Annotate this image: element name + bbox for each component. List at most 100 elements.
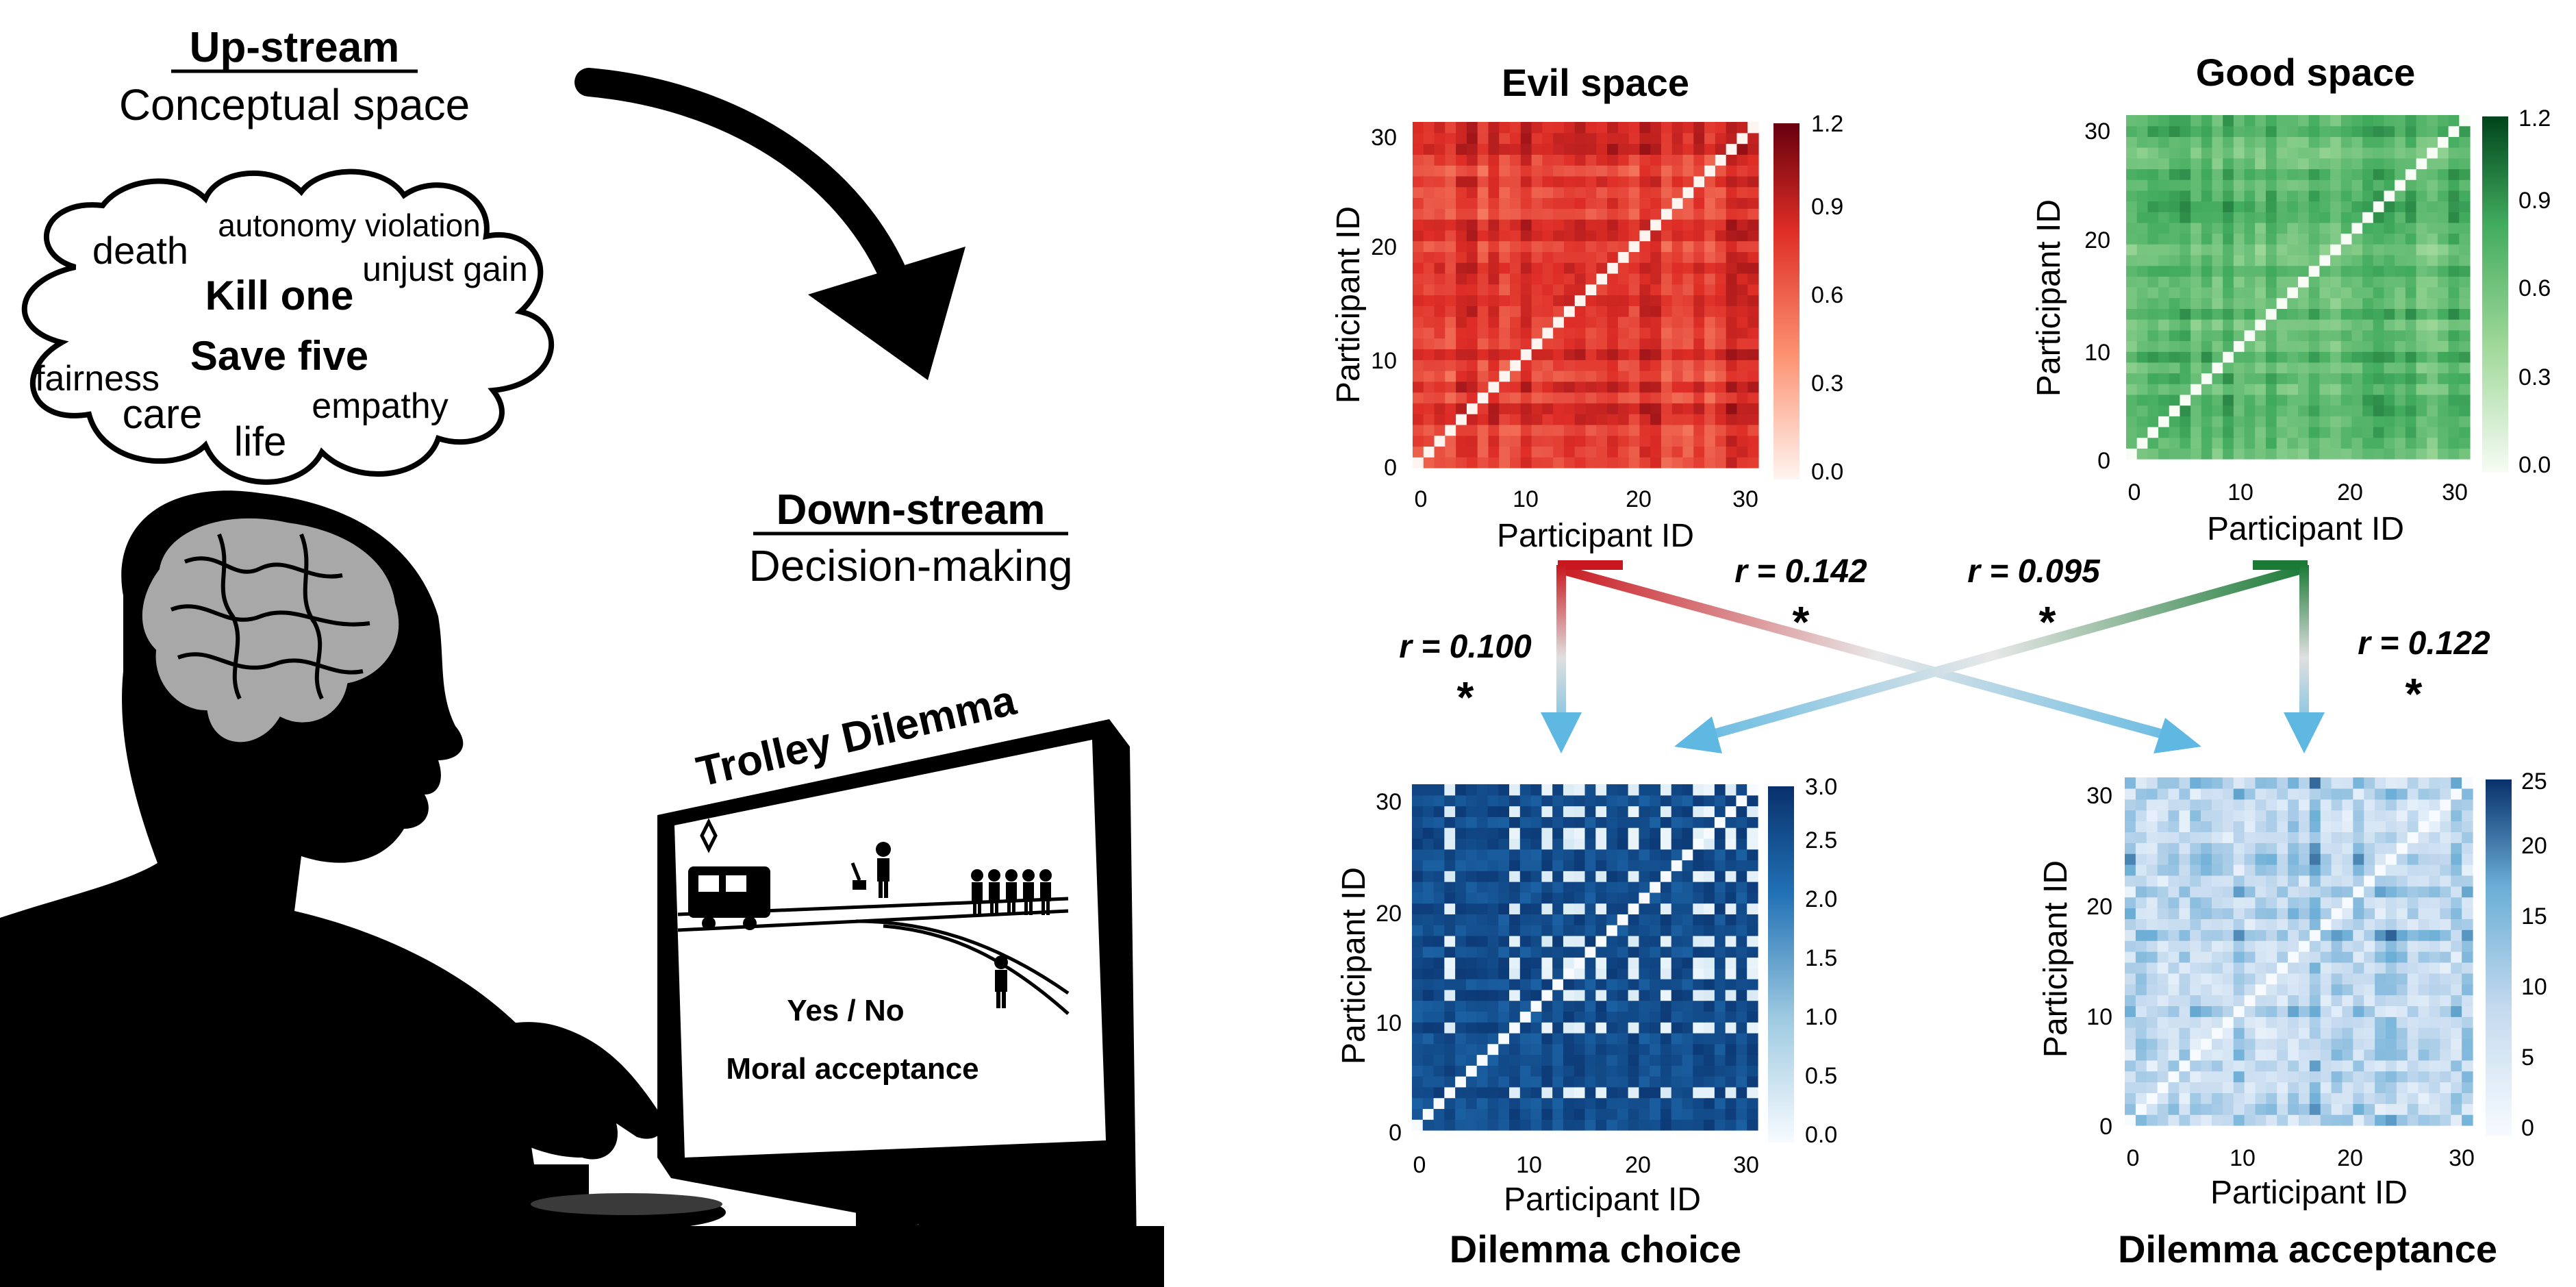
heatmap-cell (2405, 297, 2417, 309)
heatmap-cell (2440, 962, 2451, 974)
heatmap-cell (2125, 1038, 2136, 1050)
heatmap-cell (1736, 1119, 1747, 1131)
heatmap-cell (1531, 349, 1543, 360)
heatmap-cell (2429, 919, 2440, 930)
heatmap-cell (1747, 1032, 1758, 1045)
heatmap-cell (1433, 1022, 1445, 1034)
heatmap-cell (2416, 115, 2427, 127)
heatmap-cell (2277, 788, 2288, 800)
heatmap-cell (1671, 392, 1684, 403)
heatmap-cell (2373, 405, 2385, 416)
heatmap-cell (1747, 273, 1759, 285)
heatmap-cell (2157, 788, 2169, 800)
heatmap-cell (2223, 179, 2234, 191)
heatmap-cell (2222, 799, 2234, 811)
heatmap-cell (1714, 1043, 1726, 1055)
heatmap-cell (1704, 1011, 1715, 1023)
heatmap-cell (1498, 860, 1510, 871)
heatmap-cell (1671, 229, 1684, 242)
heatmap-cell (1553, 284, 1565, 296)
heatmap-cell (2146, 886, 2158, 898)
heatmap-cell (1510, 132, 1521, 145)
heatmap-cell (1747, 816, 1758, 828)
heatmap-cell (2386, 951, 2397, 963)
heatmap-cell (2320, 1016, 2332, 1028)
heatmap-cell (1714, 914, 1726, 925)
heatmap-cell (1595, 784, 1607, 796)
heatmap-cell (1531, 154, 1543, 166)
heatmap-cell (1650, 1032, 1661, 1045)
heatmap-cell (1650, 1043, 1661, 1055)
heatmap-cell (1477, 327, 1489, 339)
correlation-labels: r = 0.100 * r = 0.142 * r = 0.095 * r = … (1399, 553, 2490, 722)
heatmap-cell (2405, 233, 2417, 245)
heatmap-cell (1595, 903, 1607, 914)
heatmap-cell (1682, 1022, 1693, 1034)
heatmap-cell (2233, 244, 2245, 255)
heatmap-cell (2125, 919, 2136, 930)
heatmap-cell (2222, 864, 2234, 876)
heatmap-cell (1433, 892, 1445, 904)
heatmap-cell (1541, 871, 1553, 882)
heatmap-cell (2201, 919, 2212, 930)
heatmap-cell (1596, 262, 1608, 274)
heatmap-cell (1531, 197, 1543, 209)
heatmap-cell (1445, 154, 1456, 166)
heatmap-cell (2429, 1060, 2440, 1072)
heatmap-cell (1682, 165, 1694, 177)
heatmap-cell (1639, 175, 1651, 188)
heatmap-cell (1456, 370, 1467, 382)
heatmap-cell (1693, 370, 1705, 382)
heatmap-cell (2287, 158, 2299, 170)
heatmap-cell (2233, 276, 2245, 288)
heatmap-cell (2351, 329, 2363, 342)
heatmap-cell (2168, 1103, 2180, 1115)
heatmap-cell (1465, 882, 1478, 893)
heatmap-cell (1509, 827, 1521, 839)
heatmap-cell (2223, 362, 2234, 374)
heatmap-cell (1531, 175, 1543, 188)
heatmap-cell (2125, 973, 2136, 985)
heatmap-cell (1487, 784, 1499, 796)
heatmap-cell (2375, 1103, 2386, 1115)
heatmap-cell (1595, 1076, 1607, 1088)
heatmap-cell (2364, 810, 2375, 822)
heatmap-cell (2233, 1114, 2245, 1126)
heatmap-cell (1553, 392, 1565, 403)
heatmap-cell (1412, 816, 1424, 828)
heatmap-cell (1747, 979, 1758, 990)
heatmap-cell (1465, 1108, 1478, 1120)
heatmap-cell (2462, 1082, 2473, 1093)
heatmap-cell (1563, 273, 1576, 285)
heatmap-cell (2298, 158, 2310, 170)
heatmap-cell (1714, 979, 1726, 990)
heatmap-cell (1520, 251, 1532, 263)
heatmap-cell (1542, 229, 1554, 242)
heatmap-cell (1476, 795, 1489, 807)
heatmap-cell (2201, 973, 2212, 985)
heatmap-cell (2362, 308, 2374, 320)
heatmap-cell (2362, 405, 2374, 416)
heatmap-cell (1574, 816, 1586, 828)
heatmap-cell (2427, 190, 2438, 202)
heatmap-cell (2265, 340, 2277, 352)
heatmap-cell (2448, 416, 2460, 427)
heatmap-cell (1650, 403, 1662, 414)
heatmap-cell (2168, 853, 2180, 865)
heatmap-cell (1477, 360, 1489, 371)
heatmap-cell (2190, 125, 2202, 137)
heatmap-cell (2169, 125, 2181, 137)
heatmap-cell (1671, 219, 1684, 231)
heatmap-cell (1519, 1065, 1532, 1077)
heatmap-cell (1584, 903, 1596, 914)
heatmap-cell (2146, 973, 2158, 985)
heatmap-cell (1519, 1086, 1532, 1099)
heatmap-cell (2201, 297, 2213, 309)
tick-label: 30 (2086, 783, 2112, 809)
heatmap-cell (1725, 838, 1737, 850)
heatmap-cell (1607, 381, 1619, 393)
heatmap-cell (2451, 1103, 2462, 1115)
heatmap-cell (2462, 1060, 2473, 1072)
heatmap-cell (1747, 370, 1759, 382)
heatmap-cell (2440, 1092, 2451, 1104)
